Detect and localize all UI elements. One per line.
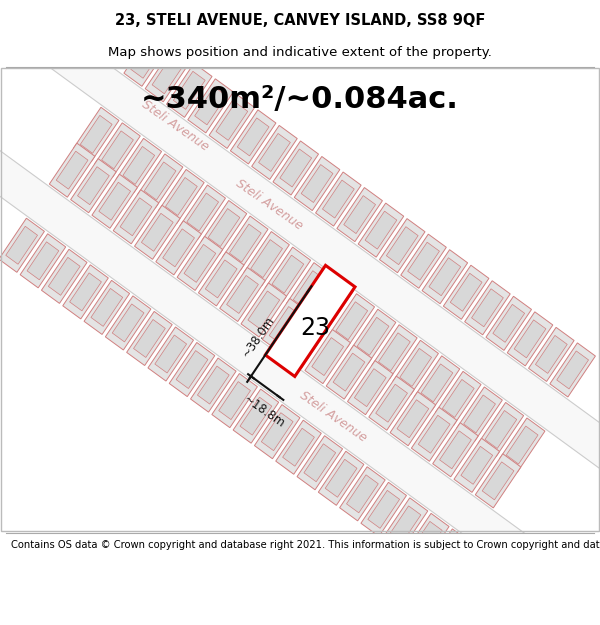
Polygon shape (443, 265, 489, 319)
Polygon shape (329, 294, 374, 348)
Polygon shape (158, 169, 204, 224)
Polygon shape (283, 428, 314, 466)
Polygon shape (148, 327, 193, 381)
Polygon shape (199, 252, 244, 306)
Polygon shape (429, 258, 461, 296)
Text: 23: 23 (300, 316, 330, 340)
Polygon shape (400, 348, 431, 386)
Polygon shape (84, 281, 130, 334)
Polygon shape (314, 286, 346, 324)
Polygon shape (355, 369, 386, 407)
Polygon shape (116, 138, 161, 192)
Polygon shape (475, 454, 521, 508)
Polygon shape (397, 400, 429, 437)
Polygon shape (293, 271, 325, 309)
Polygon shape (41, 249, 87, 303)
Polygon shape (262, 299, 308, 352)
Text: Steli Avenue: Steli Avenue (139, 98, 211, 154)
Polygon shape (251, 126, 297, 179)
Polygon shape (357, 318, 389, 355)
Text: 23, STELI AVENUE, CANVEY ISLAND, SS8 9QF: 23, STELI AVENUE, CANVEY ISLAND, SS8 9QF (115, 12, 485, 28)
Polygon shape (472, 289, 503, 327)
Text: Steli Avenue: Steli Avenue (298, 389, 370, 445)
Polygon shape (229, 224, 261, 262)
Polygon shape (276, 420, 321, 474)
Polygon shape (227, 276, 259, 313)
Polygon shape (482, 462, 514, 500)
Polygon shape (347, 361, 393, 415)
Polygon shape (240, 397, 272, 435)
Polygon shape (286, 262, 332, 317)
Polygon shape (230, 110, 276, 164)
Polygon shape (99, 182, 131, 220)
Polygon shape (376, 384, 407, 422)
Polygon shape (379, 219, 425, 272)
Polygon shape (336, 302, 368, 340)
Polygon shape (176, 351, 208, 389)
Polygon shape (49, 258, 80, 296)
Polygon shape (290, 322, 322, 360)
Polygon shape (333, 353, 365, 391)
Polygon shape (386, 227, 418, 264)
Polygon shape (369, 376, 415, 430)
Polygon shape (197, 366, 229, 404)
Polygon shape (284, 314, 329, 368)
Polygon shape (304, 444, 335, 482)
Polygon shape (208, 209, 240, 246)
Polygon shape (191, 358, 236, 412)
Polygon shape (368, 491, 400, 528)
Polygon shape (169, 342, 215, 397)
Polygon shape (557, 351, 589, 389)
Polygon shape (248, 291, 280, 329)
Text: Steli Avenue: Steli Avenue (233, 176, 305, 232)
Polygon shape (251, 239, 283, 278)
Polygon shape (187, 193, 218, 231)
Polygon shape (433, 422, 478, 477)
Polygon shape (137, 154, 183, 208)
Polygon shape (382, 498, 428, 552)
Polygon shape (461, 446, 493, 484)
Polygon shape (166, 177, 197, 216)
Polygon shape (92, 174, 137, 228)
Polygon shape (142, 213, 173, 251)
Polygon shape (301, 164, 333, 202)
Polygon shape (73, 107, 119, 161)
Polygon shape (358, 203, 404, 257)
Polygon shape (49, 143, 95, 198)
Polygon shape (265, 247, 311, 301)
Polygon shape (431, 537, 463, 575)
Polygon shape (71, 159, 116, 212)
Polygon shape (216, 102, 248, 141)
Polygon shape (127, 311, 172, 366)
Polygon shape (131, 40, 163, 78)
Polygon shape (124, 32, 169, 86)
Polygon shape (404, 513, 449, 568)
Polygon shape (371, 325, 417, 379)
Polygon shape (454, 438, 500, 493)
Polygon shape (499, 418, 545, 472)
Polygon shape (262, 412, 293, 451)
Polygon shape (390, 392, 436, 446)
Text: Contains OS data © Crown copyright and database right 2021. This information is : Contains OS data © Crown copyright and d… (11, 540, 600, 550)
Polygon shape (464, 395, 496, 433)
Polygon shape (273, 141, 319, 195)
Polygon shape (6, 226, 38, 264)
Polygon shape (101, 131, 133, 169)
Polygon shape (188, 79, 233, 133)
Text: ~38.0m: ~38.0m (240, 314, 278, 360)
Polygon shape (535, 336, 567, 373)
Polygon shape (312, 338, 344, 376)
Polygon shape (308, 278, 353, 332)
Polygon shape (220, 268, 265, 321)
Polygon shape (389, 506, 421, 544)
Polygon shape (340, 467, 385, 521)
Polygon shape (237, 118, 269, 156)
Polygon shape (407, 242, 439, 280)
Polygon shape (184, 244, 216, 282)
Polygon shape (205, 260, 237, 298)
Polygon shape (410, 521, 442, 559)
Polygon shape (95, 123, 140, 177)
Polygon shape (506, 426, 538, 464)
Polygon shape (450, 273, 482, 311)
